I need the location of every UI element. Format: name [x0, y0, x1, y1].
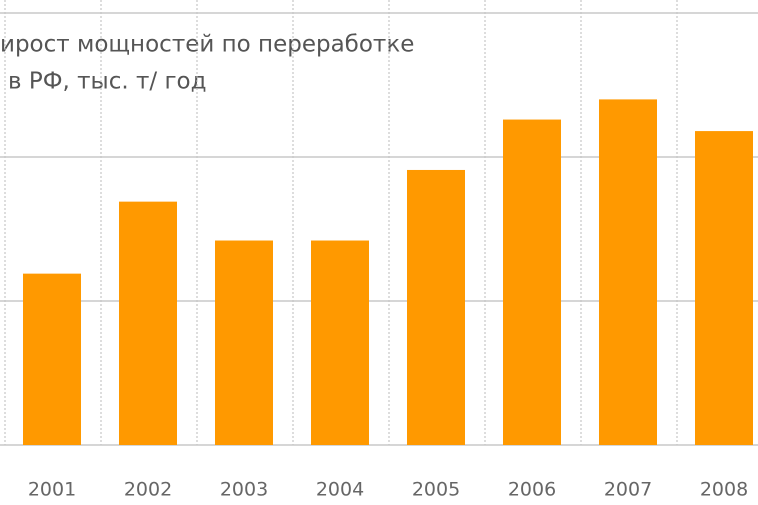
x-tick-label: 2008: [700, 479, 748, 501]
bar: [119, 201, 177, 445]
x-tick-label: 2005: [412, 479, 460, 501]
chart-title: ирост мощностей по переработке: [0, 32, 414, 58]
chart-title: в РФ, тыс. т/ год: [8, 69, 207, 95]
x-tick-label: 2003: [220, 479, 268, 501]
bar: [695, 131, 753, 445]
x-tick-label: 2006: [508, 479, 556, 501]
x-tick-label: 2004: [316, 479, 364, 501]
bar: [599, 99, 657, 446]
bar: [215, 240, 273, 445]
x-tick-label: 2007: [604, 479, 652, 501]
bar: [503, 119, 561, 445]
x-tick-label: 2002: [124, 479, 172, 501]
bar: [311, 240, 369, 445]
x-tick-label: 2001: [28, 479, 76, 501]
bar: [23, 273, 81, 445]
bar: [407, 169, 465, 445]
